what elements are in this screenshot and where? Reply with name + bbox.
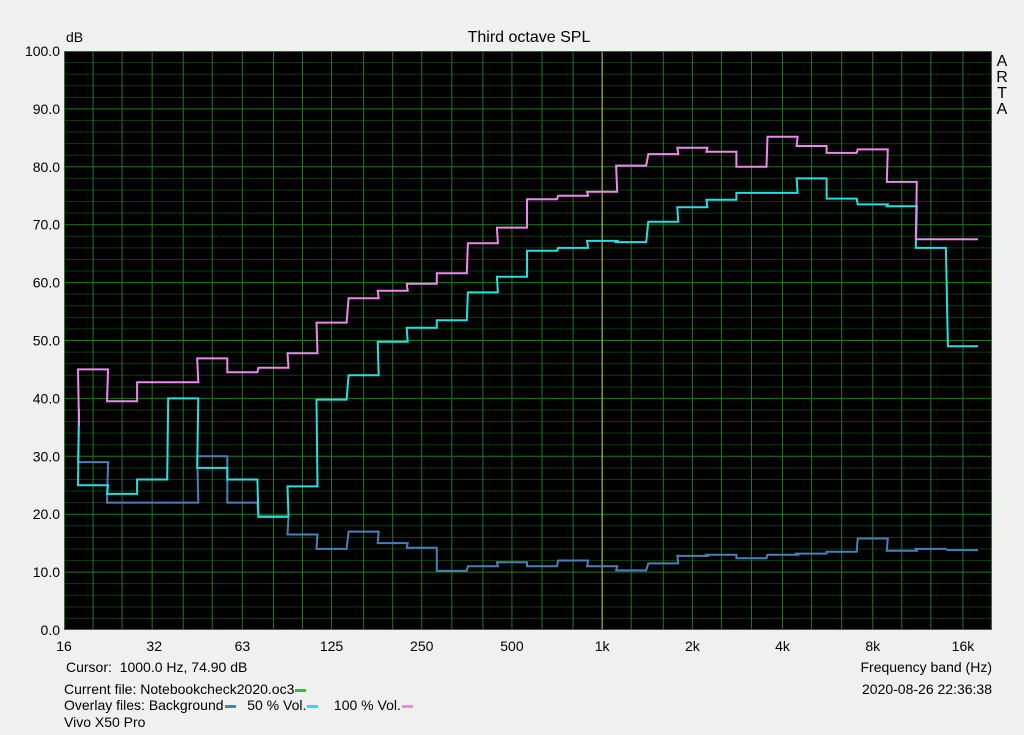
- y-tick-label: 0.0: [41, 622, 61, 638]
- x-tick-label: 16: [56, 638, 72, 654]
- legend-entry-100-vol: 100 % Vol.: [334, 697, 413, 713]
- device-name: Vivo X50 Pro: [64, 714, 146, 730]
- y-tick-label: 70.0: [33, 217, 60, 233]
- legend-swatch-50-vol: [307, 704, 319, 708]
- x-tick-label: 16k: [952, 638, 976, 654]
- overlay-files-label: Overlay files:: [64, 697, 145, 713]
- legend-entry-background: Background: [149, 697, 236, 713]
- series-lines: [76, 135, 978, 572]
- cursor-readout: Cursor: 1000.0 Hz, 74.90 dB: [66, 659, 247, 676]
- y-tick-label: 100.0: [25, 43, 60, 59]
- current-file-row: Current file: Notebookcheck2020.oc3: [64, 681, 307, 698]
- arta-letter: A: [997, 101, 1008, 118]
- y-tick-labels: 0.0 10.0 20.0 30.0 40.0 50.0 60.0 70.0 80.0 90.0 1…: [25, 43, 60, 638]
- y-tick-label: 60.0: [33, 275, 60, 291]
- legend-label-100-vol: 100 % Vol.: [333, 697, 401, 713]
- x-tick-label: 1k: [595, 638, 611, 654]
- x-tick-label: 500: [500, 638, 524, 654]
- grid: [64, 51, 992, 630]
- y-tick-label: 30.0: [33, 448, 60, 464]
- x-axis-label: Frequency band (Hz): [860, 659, 992, 675]
- spl-chart: dB Third octave SPL 0.0 10.0 20.0 30.0 40.0 5…: [25, 29, 1008, 654]
- x-tick-label: 63: [235, 638, 251, 654]
- legend-label-50-vol: 50 % Vol.: [247, 697, 307, 713]
- cursor-label: Cursor:: [66, 659, 112, 675]
- x-tick-labels: 16 32 63 125 250 500 1k 2k 4k 8k 16k: [56, 638, 975, 654]
- arta-letter: R: [996, 69, 1008, 86]
- series-line-0: [76, 414, 978, 572]
- plot-frame: [64, 51, 992, 630]
- legend-swatch-background: [224, 704, 236, 708]
- y-tick-label: 50.0: [33, 333, 60, 349]
- current-file-name: Notebookcheck2020.oc3: [140, 681, 295, 697]
- y-axis-unit-label: dB: [66, 29, 83, 45]
- y-tick-label: 80.0: [33, 159, 60, 175]
- chart-title: Third octave SPL: [468, 29, 591, 46]
- current-file-swatch: [295, 688, 307, 692]
- legend-swatch-100-vol: [401, 704, 413, 708]
- x-tick-label: 125: [320, 638, 344, 654]
- timestamp: 2020-08-26 22:36:38: [862, 681, 992, 697]
- x-tick-label: 32: [146, 638, 162, 654]
- cursor-value: 1000.0 Hz, 74.90 dB: [119, 659, 248, 675]
- arta-letter: A: [997, 53, 1008, 70]
- series-line-2: [76, 135, 978, 426]
- current-file-label: Current file:: [64, 681, 137, 697]
- overlay-files-row: Overlay files: Background 50 % Vol. 100 …: [64, 697, 413, 714]
- legend-entry-50-vol: 50 % Vol.: [247, 697, 319, 713]
- x-tick-label: 2k: [685, 638, 701, 654]
- x-tick-label: 8k: [865, 638, 881, 654]
- y-tick-label: 90.0: [33, 101, 60, 117]
- series-line-1: [76, 177, 978, 518]
- y-tick-label: 40.0: [33, 390, 60, 406]
- legend-label-background: Background: [148, 697, 224, 713]
- y-tick-label: 20.0: [33, 506, 60, 522]
- y-tick-label: 10.0: [33, 564, 60, 580]
- x-tick-label: 4k: [775, 638, 791, 654]
- x-tick-label: 250: [410, 638, 434, 654]
- arta-letter: T: [997, 85, 1007, 102]
